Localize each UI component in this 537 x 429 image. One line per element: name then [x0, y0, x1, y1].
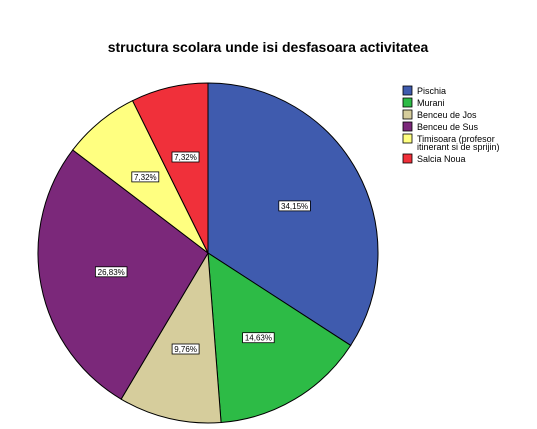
data-label-text-4: 7,32% — [134, 173, 157, 182]
pie-slice-1 — [207, 252, 352, 424]
legend-swatch-2 — [402, 109, 413, 120]
chart-title: structura scolara unde isi desfasoara ac… — [108, 39, 429, 55]
legend-label-0: Pischia — [417, 86, 446, 96]
legend-label-2: Benceu de Jos — [417, 110, 477, 120]
data-label-text-1: 14,63% — [245, 334, 272, 343]
data-label-box-1 — [242, 332, 275, 344]
data-label-text-2: 9,76% — [174, 345, 197, 354]
data-label-box-0 — [278, 200, 311, 212]
legend-label-1: Murani — [417, 98, 445, 108]
data-label-text-3: 26,83% — [98, 268, 125, 277]
legend-label-line-3-0: Benceu de Sus — [417, 122, 479, 132]
data-label-1: 14,63% — [242, 332, 275, 344]
pie-slice-0 — [207, 82, 379, 347]
pie-slices — [37, 82, 379, 424]
legend-item-5: Salcia Noua — [402, 153, 466, 164]
legend-item-4: Timisoara (profesor itinerant si de sprij… — [402, 133, 500, 152]
legend-label-4: Timisoara (profesor itinerant si de sprij… — [417, 134, 500, 152]
data-label-box-3 — [95, 266, 128, 278]
data-label-3: 26,83% — [95, 266, 128, 278]
legend-swatch-5 — [402, 153, 413, 164]
legend-item-2: Benceu de Jos — [402, 109, 477, 120]
data-label-5: 7,32% — [171, 151, 200, 163]
legend: Pischia Murani Benceu de Jos Benceu de Sus T… — [402, 85, 500, 164]
data-label-box-4 — [131, 171, 160, 183]
legend-item-0: Pischia — [402, 85, 446, 96]
legend-swatch-3 — [402, 121, 413, 132]
legend-label-3: Benceu de Sus — [417, 122, 479, 132]
legend-swatch-0 — [402, 85, 413, 96]
legend-item-3: Benceu de Sus — [402, 121, 479, 132]
data-label-text-0: 34,15% — [281, 202, 308, 211]
data-label-2: 9,76% — [171, 343, 200, 355]
legend-label-5: Salcia Noua — [417, 154, 466, 164]
legend-item-1: Murani — [402, 97, 445, 108]
data-label-0: 34,15% — [278, 200, 311, 212]
data-label-box-5 — [171, 151, 200, 163]
data-label-4: 7,32% — [131, 171, 160, 183]
legend-label-line-2-0: Benceu de Jos — [417, 110, 477, 120]
pie-slice-5 — [131, 82, 209, 254]
legend-label-line-0-0: Pischia — [417, 86, 446, 96]
legend-swatch-1 — [402, 97, 413, 108]
data-label-box-2 — [171, 343, 200, 355]
pie-data-labels: 34,15% 14,63% 9,76% 26,83% 7,32% 7,32% — [95, 151, 311, 355]
legend-label-line-4-1: itinerant si de sprijin) — [417, 142, 500, 152]
legend-label-line-4-0: Timisoara (profesor — [417, 134, 495, 144]
data-label-text-5: 7,32% — [174, 153, 197, 162]
legend-label-line-5-0: Salcia Noua — [417, 154, 466, 164]
legend-swatch-4 — [402, 133, 413, 144]
pie-slice-2 — [120, 251, 222, 424]
legend-label-line-1-0: Murani — [417, 98, 445, 108]
